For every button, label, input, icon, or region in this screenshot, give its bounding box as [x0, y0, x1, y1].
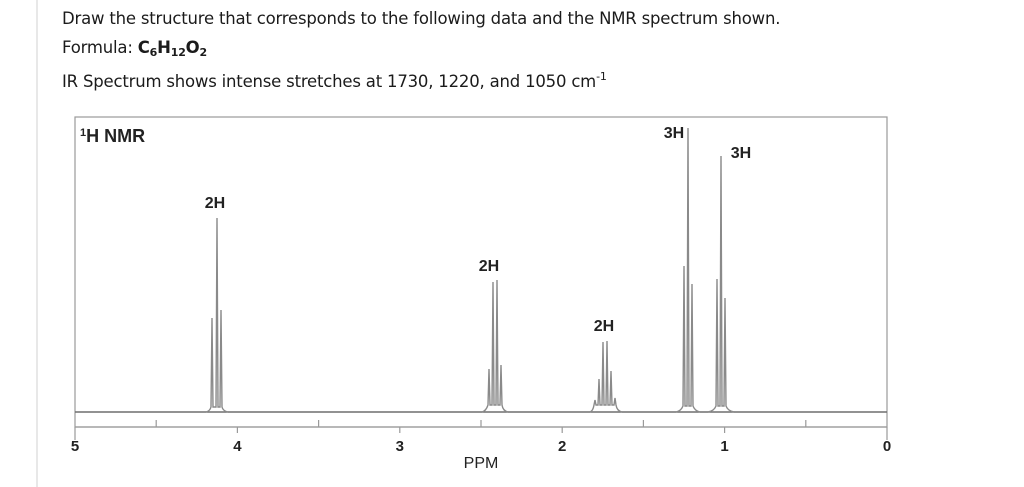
peak-0-95-triplet [707, 155, 735, 413]
ir-unit-exponent: -1 [596, 70, 607, 83]
x-axis-ticks [74, 420, 888, 440]
page-left-border [36, 0, 38, 487]
formula-label: Formula: [62, 38, 138, 57]
ir-text: IR Spectrum shows intense stretches at 1… [62, 72, 597, 91]
molecular-formula: C6H12O2 [137, 38, 207, 59]
integration-label-2-30: 2H [479, 258, 499, 275]
integration-label-1-25: 3H [664, 125, 684, 142]
peak-4-12-triplet [205, 217, 229, 413]
integration-label-1-65: 2H [594, 318, 614, 335]
integration-label-0-95: 3H [731, 145, 751, 162]
svg-text:2: 2 [558, 438, 566, 455]
peak-1-25-triplet [675, 127, 701, 413]
spectrum-trace [205, 127, 735, 413]
ir-data-line: IR Spectrum shows intense stretches at 1… [62, 62, 780, 91]
peak-2-30-quartet [481, 279, 509, 413]
integration-labels: 2H 2H 2H 3H 3H [205, 125, 751, 335]
peak-1-65-sextet [589, 340, 623, 413]
x-axis-label: PPM [464, 455, 499, 472]
svg-text:0: 0 [883, 438, 891, 455]
formula-line: Formula: C6H12O2 [62, 33, 780, 62]
question-block: Draw the structure that corresponds to t… [62, 4, 780, 91]
x-tick-labels: 5 4 3 2 1 0 [71, 438, 891, 455]
svg-text:4: 4 [233, 438, 242, 455]
svg-text:5: 5 [71, 438, 79, 455]
svg-text:1: 1 [720, 438, 728, 455]
plot-frame [74, 116, 888, 428]
chart-title: 1H NMR [80, 126, 145, 146]
integration-label-4-12: 2H [205, 195, 225, 212]
question-prompt: Draw the structure that corresponds to t… [62, 9, 781, 28]
svg-text:3: 3 [396, 438, 404, 455]
